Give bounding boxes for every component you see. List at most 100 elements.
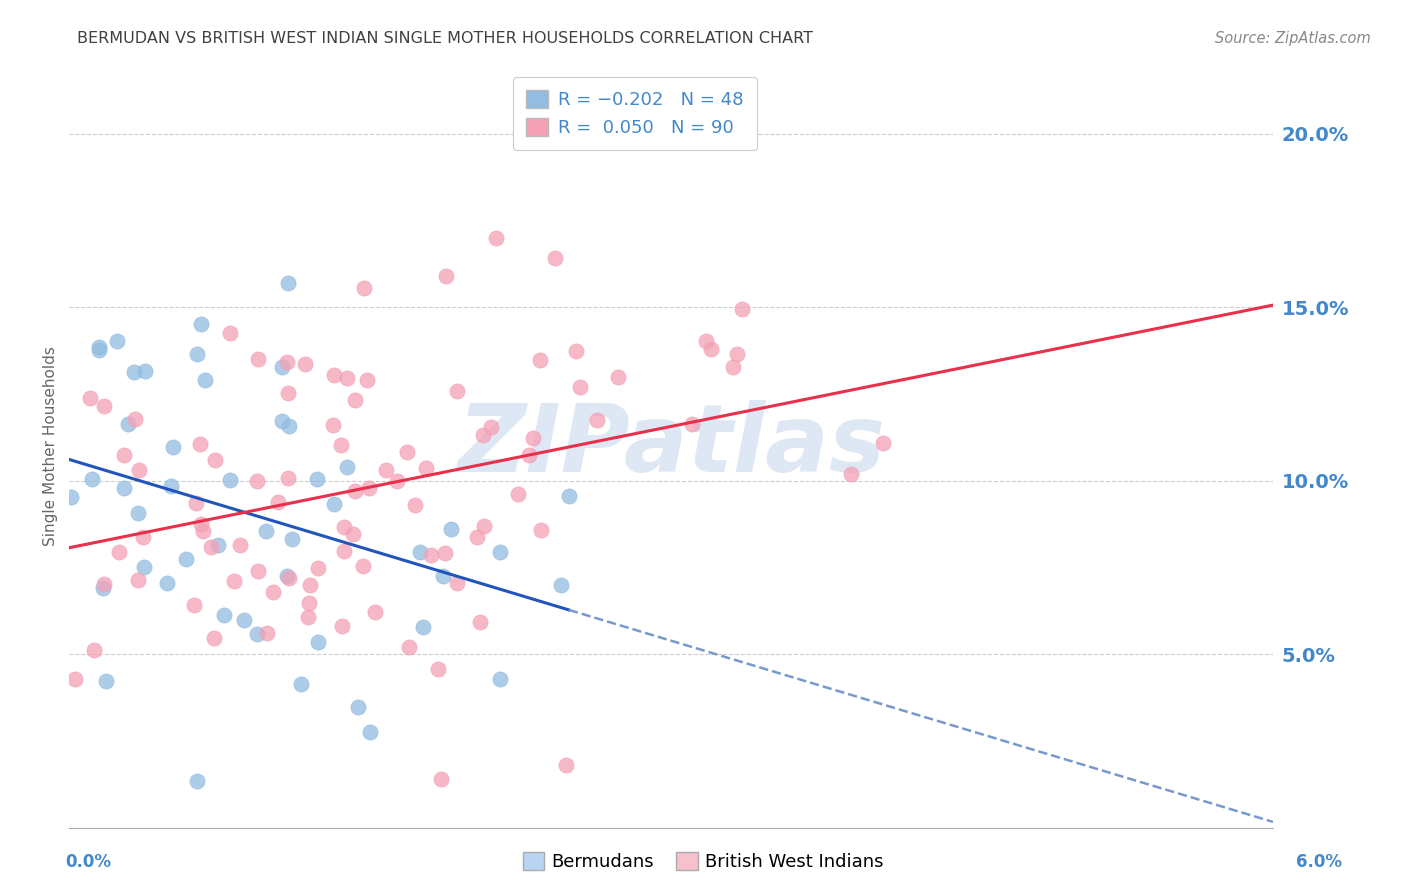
Point bbox=[93, 577, 115, 591]
Point bbox=[343, 483, 366, 498]
Point bbox=[330, 618, 353, 632]
Point bbox=[83, 643, 105, 657]
Point bbox=[472, 518, 495, 533]
Point bbox=[606, 370, 628, 384]
Point bbox=[188, 437, 211, 451]
Point bbox=[329, 438, 352, 452]
Point bbox=[186, 773, 208, 788]
Point bbox=[519, 448, 541, 462]
Point bbox=[290, 677, 312, 691]
Point bbox=[346, 700, 368, 714]
Point bbox=[485, 231, 508, 245]
Point bbox=[247, 564, 270, 578]
Point bbox=[294, 357, 316, 371]
Point bbox=[446, 384, 468, 398]
Point bbox=[107, 334, 129, 349]
Point bbox=[114, 448, 136, 462]
Point bbox=[271, 414, 294, 428]
Text: BERMUDAN VS BRITISH WEST INDIAN SINGLE MOTHER HOUSEHOLDS CORRELATION CHART: BERMUDAN VS BRITISH WEST INDIAN SINGLE M… bbox=[77, 31, 813, 46]
Point bbox=[127, 506, 149, 520]
Legend: R = −0.202   N = 48, R =  0.050   N = 90: R = −0.202 N = 48, R = 0.050 N = 90 bbox=[513, 77, 756, 150]
Point bbox=[544, 251, 567, 265]
Point bbox=[183, 598, 205, 612]
Point bbox=[186, 347, 208, 361]
Point bbox=[681, 417, 703, 431]
Point bbox=[508, 486, 530, 500]
Point bbox=[117, 417, 139, 431]
Point bbox=[364, 606, 387, 620]
Point bbox=[277, 418, 299, 433]
Point bbox=[359, 724, 381, 739]
Point bbox=[322, 497, 344, 511]
Point bbox=[131, 530, 153, 544]
Point bbox=[420, 549, 443, 563]
Point bbox=[479, 420, 502, 434]
Point bbox=[586, 413, 609, 427]
Point bbox=[65, 672, 87, 686]
Point bbox=[322, 368, 344, 382]
Point bbox=[214, 608, 236, 623]
Point bbox=[730, 301, 752, 316]
Point bbox=[94, 674, 117, 689]
Point bbox=[112, 481, 135, 495]
Point bbox=[87, 340, 110, 354]
Point bbox=[465, 530, 488, 544]
Point bbox=[93, 400, 115, 414]
Y-axis label: Single Mother Households: Single Mother Households bbox=[44, 346, 58, 546]
Point bbox=[432, 568, 454, 582]
Point bbox=[558, 489, 581, 503]
Point bbox=[342, 526, 364, 541]
Point bbox=[297, 610, 319, 624]
Point bbox=[530, 523, 553, 537]
Point bbox=[430, 772, 453, 786]
Point bbox=[353, 281, 375, 295]
Point bbox=[277, 572, 299, 586]
Point bbox=[387, 474, 409, 488]
Point bbox=[271, 359, 294, 374]
Point bbox=[695, 334, 717, 348]
Point bbox=[699, 342, 721, 356]
Point bbox=[322, 417, 344, 432]
Point bbox=[433, 546, 456, 560]
Point bbox=[434, 269, 457, 284]
Point bbox=[446, 576, 468, 591]
Point bbox=[162, 440, 184, 454]
Point bbox=[472, 428, 495, 442]
Point bbox=[207, 538, 229, 552]
Point bbox=[202, 631, 225, 645]
Point bbox=[398, 640, 420, 654]
Point bbox=[59, 490, 82, 504]
Point bbox=[276, 569, 298, 583]
Legend: Bermudans, British West Indians: Bermudans, British West Indians bbox=[516, 845, 890, 879]
Point bbox=[352, 559, 374, 574]
Point bbox=[184, 496, 207, 510]
Point bbox=[160, 479, 183, 493]
Point bbox=[174, 551, 197, 566]
Point bbox=[128, 463, 150, 477]
Point bbox=[276, 355, 298, 369]
Point bbox=[190, 317, 212, 331]
Point bbox=[357, 481, 380, 495]
Point bbox=[404, 499, 426, 513]
Point bbox=[246, 351, 269, 366]
Point bbox=[872, 435, 894, 450]
Point bbox=[219, 473, 242, 487]
Point bbox=[277, 471, 299, 485]
Point bbox=[298, 597, 321, 611]
Point bbox=[277, 385, 299, 400]
Point bbox=[344, 392, 367, 407]
Point bbox=[127, 573, 149, 587]
Point bbox=[396, 445, 419, 459]
Point bbox=[305, 472, 328, 486]
Point bbox=[307, 634, 329, 648]
Point bbox=[374, 463, 396, 477]
Point bbox=[412, 620, 434, 634]
Point bbox=[87, 343, 110, 358]
Point bbox=[489, 672, 512, 686]
Point bbox=[550, 578, 572, 592]
Point bbox=[132, 559, 155, 574]
Point bbox=[204, 453, 226, 467]
Point bbox=[82, 472, 104, 486]
Point bbox=[470, 615, 492, 630]
Text: 0.0%: 0.0% bbox=[66, 853, 111, 871]
